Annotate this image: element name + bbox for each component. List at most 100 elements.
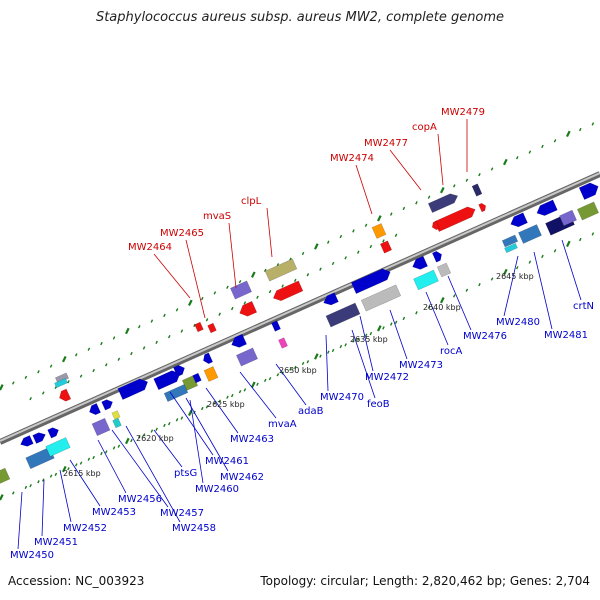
tick-mark bbox=[137, 325, 141, 329]
gene-feature bbox=[91, 417, 111, 437]
tick-mark bbox=[150, 319, 154, 323]
tick-mark bbox=[117, 444, 121, 448]
tick-mark bbox=[578, 237, 582, 242]
tick-mark bbox=[331, 348, 335, 353]
tick-mark bbox=[402, 206, 406, 211]
callout-line bbox=[275, 363, 307, 406]
gene-feature bbox=[504, 242, 518, 254]
gene-feature bbox=[360, 284, 402, 312]
gene-feature bbox=[45, 437, 71, 457]
gene-label-mw2456: MW2456 bbox=[118, 494, 162, 505]
tick-mark bbox=[306, 273, 310, 277]
tick-mark bbox=[382, 326, 385, 330]
gene-label-mw2461: MW2461 bbox=[205, 456, 249, 467]
tick-mark bbox=[440, 296, 445, 304]
gene-label-mw2481: MW2481 bbox=[544, 330, 588, 341]
gene-feature bbox=[478, 202, 487, 213]
tick-mark bbox=[62, 465, 67, 473]
tick-mark bbox=[331, 261, 335, 266]
tick-mark bbox=[74, 353, 78, 357]
tick-mark bbox=[389, 212, 393, 216]
gene-feature bbox=[577, 201, 599, 221]
gene-feature bbox=[323, 292, 339, 306]
tick-mark bbox=[369, 244, 373, 249]
gene-feature bbox=[32, 432, 46, 444]
gene-label-mw2474: MW2474 bbox=[330, 153, 374, 164]
gene-feature bbox=[54, 377, 68, 389]
tick-mark bbox=[293, 278, 297, 283]
gene-feature bbox=[117, 378, 149, 400]
tick-mark bbox=[130, 438, 133, 443]
callout-line bbox=[97, 439, 127, 494]
tick-mark bbox=[0, 384, 4, 391]
tick-mark bbox=[24, 375, 28, 380]
kbp-labels: 2615 kbp 2620 kbp 2625 kbp 2630 kbp 2635 kbp… bbox=[63, 272, 534, 478]
gene-feature bbox=[111, 410, 121, 420]
tick-mark bbox=[440, 186, 445, 194]
tick-mark bbox=[180, 329, 184, 333]
callout-line bbox=[533, 251, 553, 330]
gene-label-mvas: mvaS bbox=[203, 211, 231, 222]
gene-label-mw2464: MW2464 bbox=[128, 242, 172, 253]
tick-mark bbox=[319, 267, 322, 271]
tick-mark bbox=[415, 201, 418, 205]
kbp-label: 2635 kbp bbox=[350, 335, 388, 344]
tick-mark bbox=[528, 260, 532, 264]
tick-mark bbox=[344, 256, 347, 260]
gene-feature bbox=[194, 321, 204, 333]
gene-feature bbox=[371, 223, 387, 239]
callout-line bbox=[351, 329, 376, 399]
kbp-label: 2615 kbp bbox=[63, 469, 101, 478]
tick-mark bbox=[369, 331, 373, 336]
tick-mark bbox=[188, 409, 193, 417]
gene-feature bbox=[559, 209, 577, 227]
tick-mark bbox=[465, 288, 469, 292]
tick-mark bbox=[243, 388, 247, 392]
gene-label-mw2470: MW2470 bbox=[320, 392, 364, 403]
kbp-label: 2620 kbp bbox=[136, 434, 174, 443]
tick-mark bbox=[541, 254, 544, 259]
gene-feature bbox=[192, 372, 202, 384]
tick-mark bbox=[163, 313, 166, 318]
tick-mark bbox=[465, 178, 469, 182]
callout-line bbox=[561, 239, 582, 301]
gene-label-mw2460: MW2460 bbox=[195, 484, 239, 495]
tick-mark bbox=[268, 289, 272, 294]
tick-mark bbox=[314, 243, 319, 250]
callout-line bbox=[355, 164, 373, 215]
tick-mark bbox=[92, 455, 95, 460]
gene-feature bbox=[231, 333, 247, 348]
tick-mark bbox=[213, 291, 217, 295]
accession-text: Accession: NC_003923 bbox=[8, 574, 145, 588]
tick-mark bbox=[293, 365, 297, 370]
tick-mark bbox=[566, 240, 571, 248]
gene-feature bbox=[153, 370, 181, 391]
tick-mark bbox=[238, 279, 242, 284]
tick-mark bbox=[163, 423, 166, 428]
tick-mark bbox=[226, 285, 229, 289]
tick-mark bbox=[104, 450, 108, 454]
tick-mark bbox=[92, 368, 95, 373]
genome-summary-text: Topology: circular; Length: 2,820,462 bp… bbox=[260, 574, 590, 588]
tick-mark bbox=[352, 229, 355, 233]
tick-mark bbox=[79, 461, 83, 465]
callout-line bbox=[205, 387, 239, 434]
map-title: Staphylococcus aureus subsp. aureus MW2,… bbox=[95, 10, 505, 25]
tick-mark bbox=[87, 457, 91, 461]
callout-line bbox=[111, 429, 169, 508]
tick-mark bbox=[263, 378, 267, 383]
tick-mark bbox=[24, 485, 28, 490]
tick-mark bbox=[591, 232, 595, 236]
tick-mark bbox=[452, 294, 456, 298]
tick-mark bbox=[503, 268, 508, 276]
callout-line bbox=[389, 309, 408, 360]
tick-marks bbox=[0, 122, 595, 501]
tick-mark bbox=[142, 433, 146, 437]
callout-line bbox=[189, 399, 204, 484]
tick-mark bbox=[49, 364, 53, 368]
callout-line bbox=[503, 255, 519, 317]
gene-label-mw2457: MW2457 bbox=[160, 508, 204, 519]
gene-feature bbox=[0, 467, 11, 485]
tick-mark bbox=[104, 363, 108, 367]
